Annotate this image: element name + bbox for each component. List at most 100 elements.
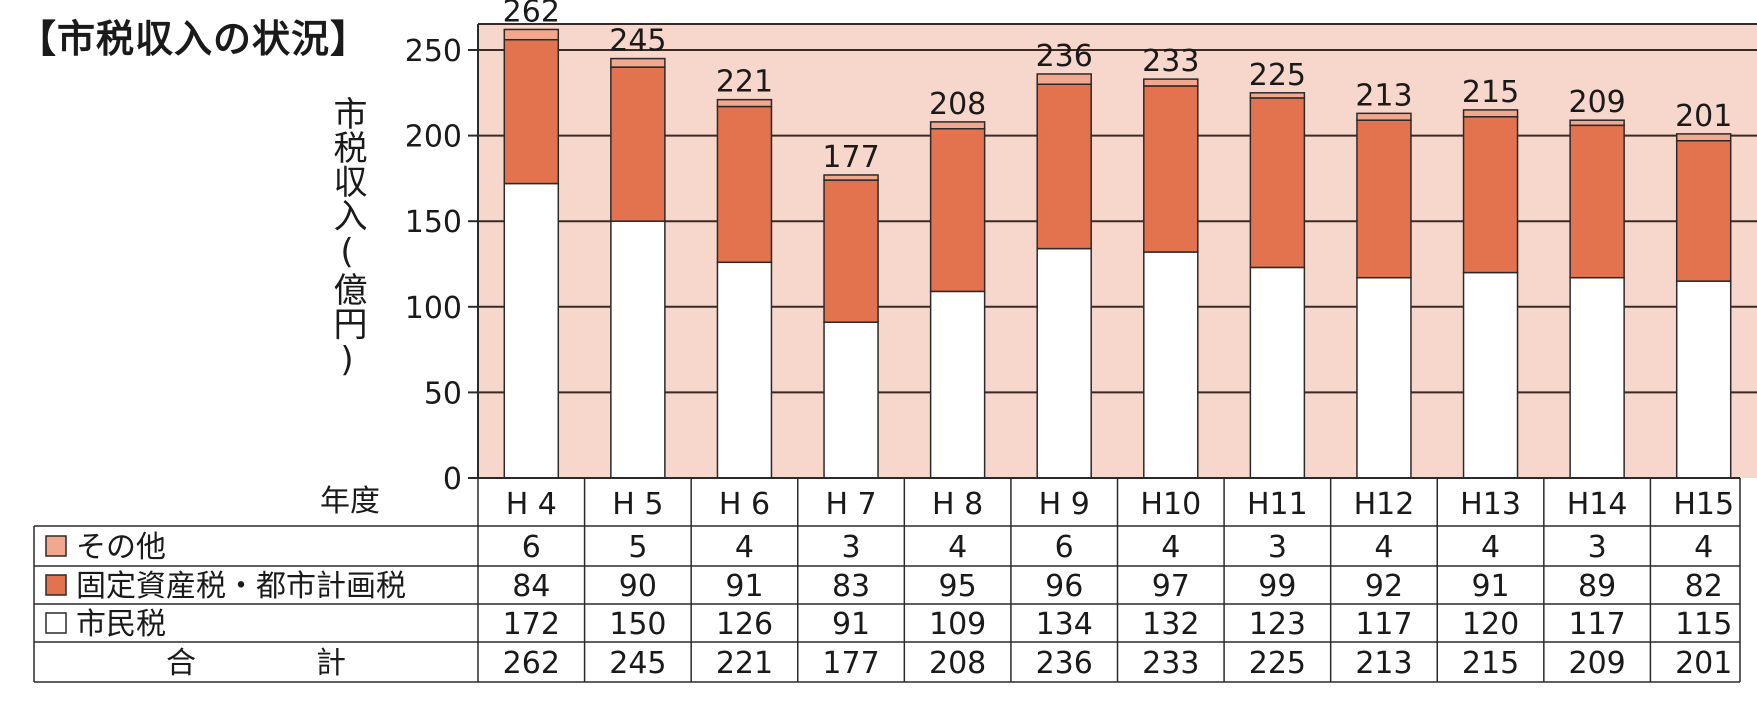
table-cell: 213 xyxy=(1355,646,1412,681)
table-cell: 208 xyxy=(929,646,986,681)
bar-other xyxy=(1356,112,1412,121)
y-tick-label: 200 xyxy=(405,120,462,155)
x-tick-label: H 6 xyxy=(719,487,770,522)
bar-other xyxy=(823,174,879,181)
x-tick-label: H13 xyxy=(1460,487,1521,522)
bar-fixed_asset xyxy=(1569,124,1625,279)
chart-title: 【市税収入の状況】 xyxy=(18,17,370,61)
table-cell: 134 xyxy=(1036,607,1093,642)
table-cell: 225 xyxy=(1249,646,1306,681)
table-cell: 91 xyxy=(1471,569,1509,604)
bar-fixed_asset xyxy=(823,179,879,323)
bar-fixed_asset xyxy=(1249,97,1306,269)
table-cell: 221 xyxy=(716,646,773,681)
table-cell: 6 xyxy=(1055,530,1074,565)
bar-resident xyxy=(1675,280,1732,479)
table-row-label-total: 合 計 xyxy=(166,646,346,681)
table-cell: 215 xyxy=(1462,646,1519,681)
total-label: 215 xyxy=(1462,75,1519,110)
bar-other xyxy=(929,121,986,130)
bar-fixed_asset xyxy=(1036,83,1092,250)
bar-fixed_asset xyxy=(503,38,560,185)
legend-swatch-resident xyxy=(45,612,67,634)
total-label: 233 xyxy=(1142,44,1199,79)
table-cell: 4 xyxy=(1694,530,1713,565)
y-axis-label: 市税収入(億円) xyxy=(327,96,367,380)
y-tick-label: 50 xyxy=(424,376,462,411)
table-cell: 97 xyxy=(1152,569,1190,604)
total-label: 225 xyxy=(1249,58,1306,93)
table-cell: 236 xyxy=(1036,646,1093,681)
table-cell: 120 xyxy=(1462,607,1519,642)
table-cell: 99 xyxy=(1258,569,1296,604)
total-label: 213 xyxy=(1355,78,1412,113)
bar-other xyxy=(1036,73,1092,85)
table-row-label-fixed_asset: 固定資産税・都市計画税 xyxy=(76,569,406,604)
total-label: 236 xyxy=(1036,39,1093,74)
table-cell: 83 xyxy=(832,569,870,604)
x-tick-label: H 8 xyxy=(932,487,983,522)
table-cell: 89 xyxy=(1578,569,1616,604)
table-cell: 126 xyxy=(716,607,773,642)
table-cell: 3 xyxy=(841,530,860,565)
table-cell: 233 xyxy=(1142,646,1199,681)
bar-other xyxy=(610,57,666,68)
table-cell: 84 xyxy=(512,569,550,604)
table-cell: 3 xyxy=(1588,530,1607,565)
table-cell: 91 xyxy=(832,607,870,642)
x-tick-label: H11 xyxy=(1247,487,1308,522)
bar-resident xyxy=(716,261,773,479)
table-cell: 4 xyxy=(1374,530,1393,565)
x-tick-label: H 5 xyxy=(612,487,663,522)
x-tick-label: H14 xyxy=(1567,487,1628,522)
table-cell: 82 xyxy=(1685,569,1723,604)
table-cell: 6 xyxy=(522,530,541,565)
table-cell: 150 xyxy=(609,607,666,642)
y-tick-label: 100 xyxy=(405,291,462,326)
x-tick-label: H15 xyxy=(1673,487,1734,522)
legend-swatch-other xyxy=(45,535,67,557)
table-cell: 123 xyxy=(1249,607,1306,642)
total-label: 208 xyxy=(929,87,986,122)
total-label: 262 xyxy=(503,0,560,29)
table-row-label-resident: 市民税 xyxy=(76,607,166,642)
table-cell: 95 xyxy=(939,569,977,604)
x-axis-label: 年度 xyxy=(320,484,380,519)
table-cell: 4 xyxy=(948,530,967,565)
bar-fixed_asset xyxy=(1462,116,1519,274)
table-cell: 262 xyxy=(503,646,560,681)
x-tick-label: H 4 xyxy=(506,487,557,522)
bar-other xyxy=(1143,78,1199,87)
bar-resident xyxy=(929,290,986,479)
x-tick-label: H 9 xyxy=(1039,487,1090,522)
bar-other xyxy=(1462,109,1519,118)
table-cell: 115 xyxy=(1675,607,1732,642)
y-tick-label: 150 xyxy=(405,205,462,240)
table-cell: 4 xyxy=(735,530,754,565)
bar-resident xyxy=(610,220,666,479)
table-cell: 117 xyxy=(1568,607,1625,642)
table-cell: 92 xyxy=(1365,569,1403,604)
bar-fixed_asset xyxy=(929,128,986,293)
bar-resident xyxy=(823,321,879,479)
total-label: 221 xyxy=(716,65,773,100)
bar-other xyxy=(1249,92,1306,99)
table-cell: 172 xyxy=(503,607,560,642)
plot-area xyxy=(478,24,1757,478)
y-tick-label: 0 xyxy=(443,462,462,497)
total-label: 209 xyxy=(1568,85,1625,120)
bar-resident xyxy=(1036,247,1092,479)
bar-resident xyxy=(1356,276,1412,479)
x-tick-label: H 7 xyxy=(825,487,876,522)
table-cell: 91 xyxy=(725,569,763,604)
table-cell: 132 xyxy=(1142,607,1199,642)
table-cell: 245 xyxy=(609,646,666,681)
table-cell: 4 xyxy=(1161,530,1180,565)
bar-resident xyxy=(1143,251,1199,479)
table-cell: 5 xyxy=(628,530,647,565)
x-tick-label: H10 xyxy=(1140,487,1201,522)
x-tick-label: H12 xyxy=(1354,487,1415,522)
table-cell: 117 xyxy=(1355,607,1412,642)
table-cell: 201 xyxy=(1675,646,1732,681)
